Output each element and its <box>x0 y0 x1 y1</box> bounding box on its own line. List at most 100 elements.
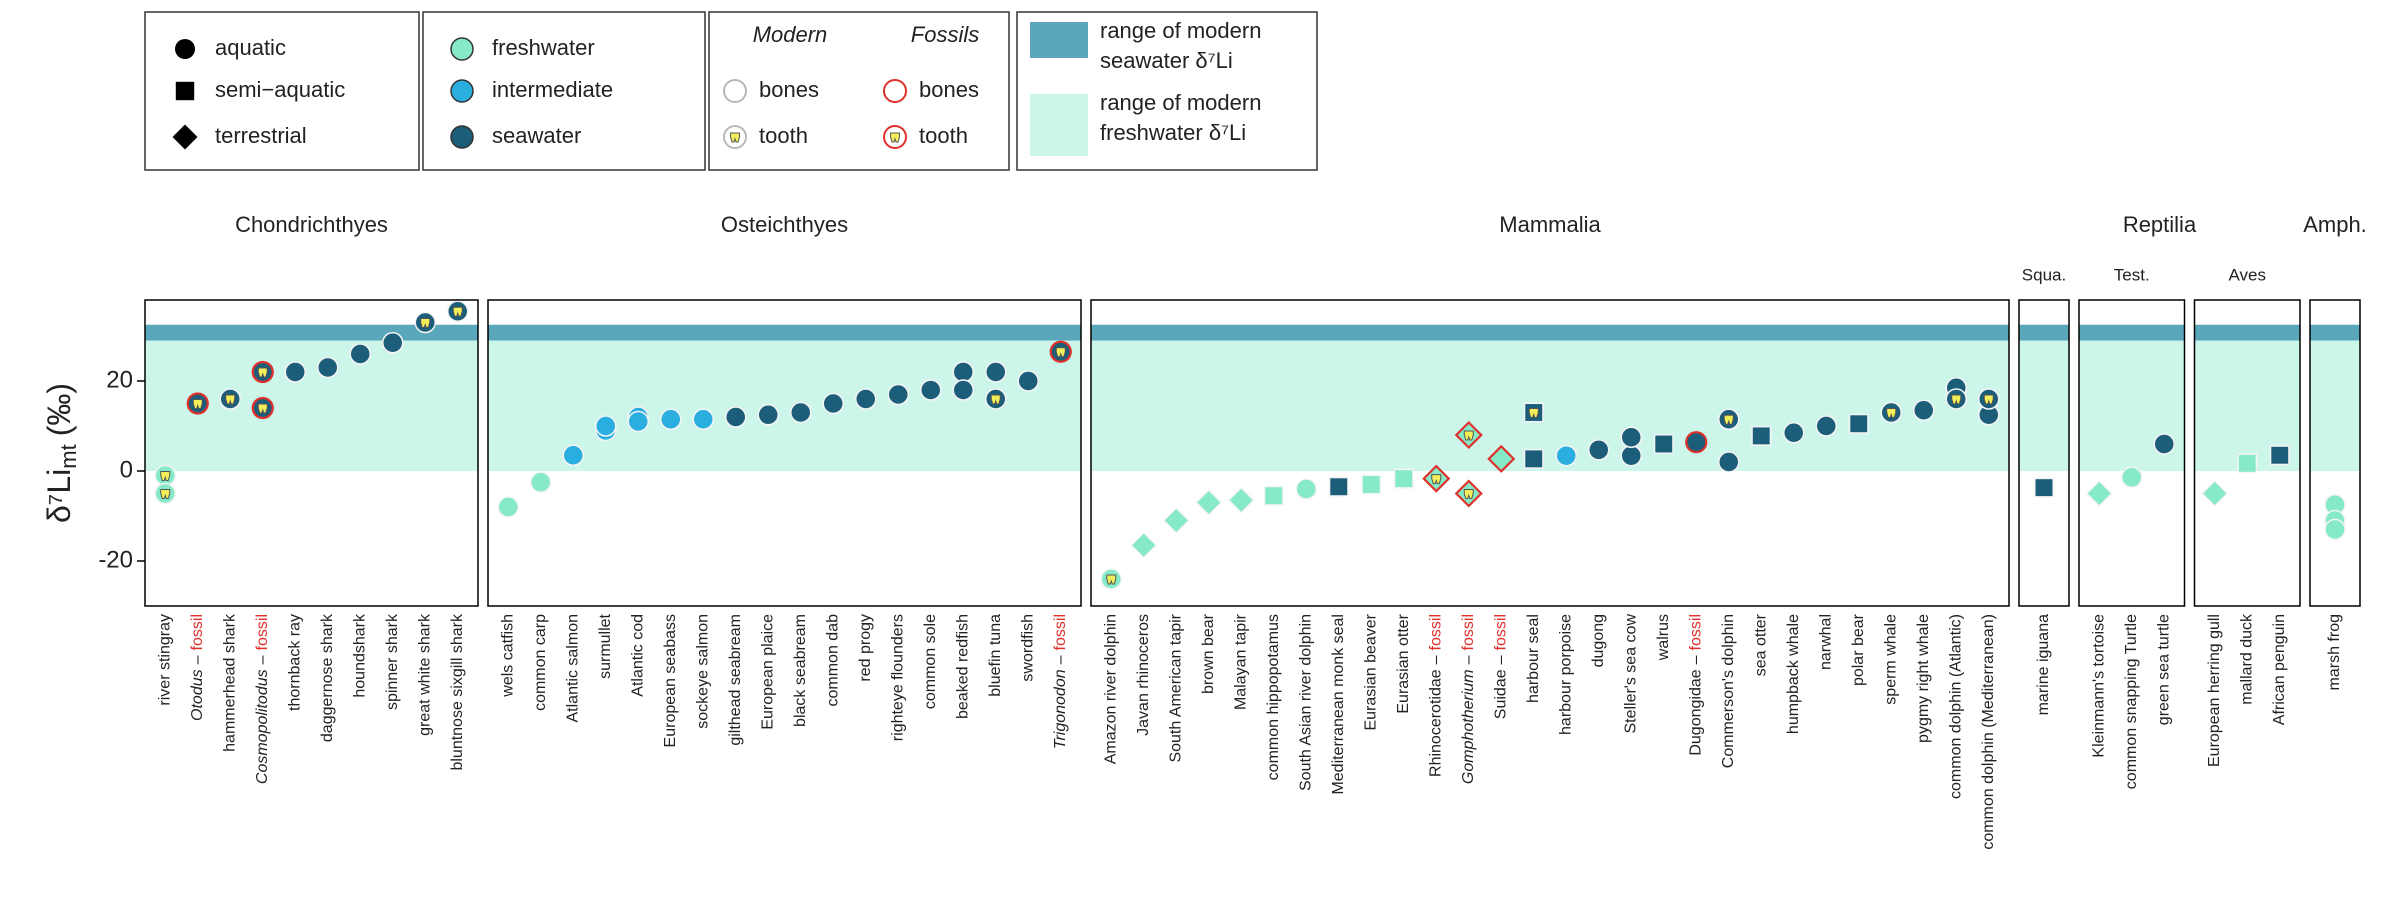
category-name: red progy <box>857 614 874 682</box>
category-label: Rhinocerotidae – fossil <box>1427 614 1444 777</box>
legend-label: seawater δ⁷Li <box>1100 48 1233 73</box>
category-label: narwhal <box>1817 614 1834 670</box>
category-name: European seabass <box>662 614 679 747</box>
category-label: pygmy right whale <box>1915 614 1932 743</box>
category-label: South American tapir <box>1167 613 1184 762</box>
marker <box>2269 445 2290 466</box>
category-label: green sea turtle <box>2155 614 2172 725</box>
range-band <box>1091 340 2009 471</box>
category-name: common carp <box>532 614 549 711</box>
y-tick-label: -20 <box>98 546 133 573</box>
category-label: Cosmopolitodus – fossil <box>254 614 271 784</box>
category-name: sockeye salmon <box>694 614 711 729</box>
marker <box>1263 485 1284 506</box>
category-label: common carp <box>532 614 549 711</box>
tooth-icon <box>1528 408 1539 418</box>
category-name: narwhal <box>1817 614 1834 670</box>
marker <box>1227 486 1255 514</box>
category-label: river stingray <box>156 614 173 706</box>
fossil-tag: fossil <box>1427 614 1444 650</box>
category-name: common dab <box>824 614 841 707</box>
legend-label: tooth <box>759 123 808 148</box>
panel-frame <box>2018 299 2070 607</box>
category-label: Eurasian otter <box>1395 613 1412 713</box>
category-label: Dugongidae – fossil <box>1687 614 1704 756</box>
marker <box>660 408 682 430</box>
marker <box>1523 448 1544 469</box>
category-name: European plaice <box>759 614 776 730</box>
category-label: Malayan tapir <box>1232 613 1249 710</box>
category-name: houndshark <box>351 613 368 698</box>
marker <box>887 383 909 406</box>
fossil-separator: – <box>1687 655 1704 664</box>
category-name: Malayan tapir <box>1232 613 1249 710</box>
marker <box>1653 434 1674 454</box>
category-label: Trigonodon – fossil <box>1052 614 1069 749</box>
group-title: Osteichthyes <box>721 212 848 237</box>
legend-label: range of modern <box>1100 18 1261 43</box>
legend-heading: Fossils <box>911 22 979 47</box>
category-label: Steller's sea cow <box>1622 614 1639 734</box>
category-label: brown bear <box>1200 613 1217 694</box>
category-label: houndshark <box>351 613 368 698</box>
marker <box>2201 479 2229 508</box>
tooth-icon <box>1463 489 1474 499</box>
category-label: swordfish <box>1019 614 1036 682</box>
marker <box>692 408 714 430</box>
panel-subtitle: Aves <box>2229 265 2267 284</box>
panel-frame <box>2193 299 2301 607</box>
category-name: common sole <box>922 614 939 709</box>
category-name: Gomphotherium <box>1460 669 1477 784</box>
marker <box>497 496 519 518</box>
range-band <box>488 340 1081 471</box>
category-name: bluefin tuna <box>987 614 1004 697</box>
category-label: wels catfish <box>499 614 516 698</box>
category-name: Cosmopolitodus <box>254 669 271 784</box>
range-band <box>2019 324 2069 341</box>
marker <box>1017 370 1039 392</box>
marker <box>317 356 339 379</box>
y-axis-label-main: δ⁷Li <box>41 469 77 523</box>
marker <box>1620 426 1642 448</box>
category-label: surmullet <box>597 613 614 678</box>
category-name: Otodus <box>189 669 206 721</box>
category-label: Eurasian beaver <box>1362 613 1379 730</box>
category-name: Eurasian otter <box>1395 613 1412 713</box>
fossil-tag: fossil <box>254 614 271 650</box>
category-name: Dugongidae <box>1687 669 1704 755</box>
marker <box>1783 422 1805 444</box>
marker <box>382 332 404 354</box>
marker <box>284 361 306 383</box>
group-title: Chondrichthyes <box>235 212 388 237</box>
tooth-icon <box>890 132 900 143</box>
marker <box>450 79 474 103</box>
marker <box>1718 451 1740 473</box>
fossil-separator: – <box>189 655 206 664</box>
category-label: Gomphotherium – fossil <box>1460 614 1477 784</box>
category-label: marsh frog <box>2326 614 2343 690</box>
category-name: harbour porpoise <box>1557 614 1574 735</box>
category-label: Commerson's dolphin <box>1720 614 1737 768</box>
category-name: daggernose shark <box>319 613 336 742</box>
panel-subtitle: Test. <box>2114 265 2150 284</box>
category-name: harbour seal <box>1525 614 1542 703</box>
legend-label: freshwater <box>492 35 595 60</box>
category-label: Mediterranean monk seal <box>1330 614 1347 795</box>
group-title: Mammalia <box>1499 212 1601 237</box>
category-name: European herring gull <box>2206 614 2223 767</box>
category-name: South Asian river dolphin <box>1297 614 1314 791</box>
marker <box>1328 476 1349 497</box>
category-label: Atlantic cod <box>629 614 646 697</box>
group-title: Reptilia <box>2123 212 2197 237</box>
category-label: European plaice <box>759 614 776 730</box>
legend-label: tooth <box>919 123 968 148</box>
category-name: Javan rhinoceros <box>1135 614 1152 736</box>
category-label: European seabass <box>662 614 679 747</box>
category-name: dugong <box>1590 614 1607 667</box>
tooth-icon <box>1055 347 1066 358</box>
range-band <box>2310 340 2360 471</box>
category-label: hammerhead shark <box>221 613 238 752</box>
category-label: harbour porpoise <box>1557 614 1574 735</box>
marker <box>952 361 974 383</box>
